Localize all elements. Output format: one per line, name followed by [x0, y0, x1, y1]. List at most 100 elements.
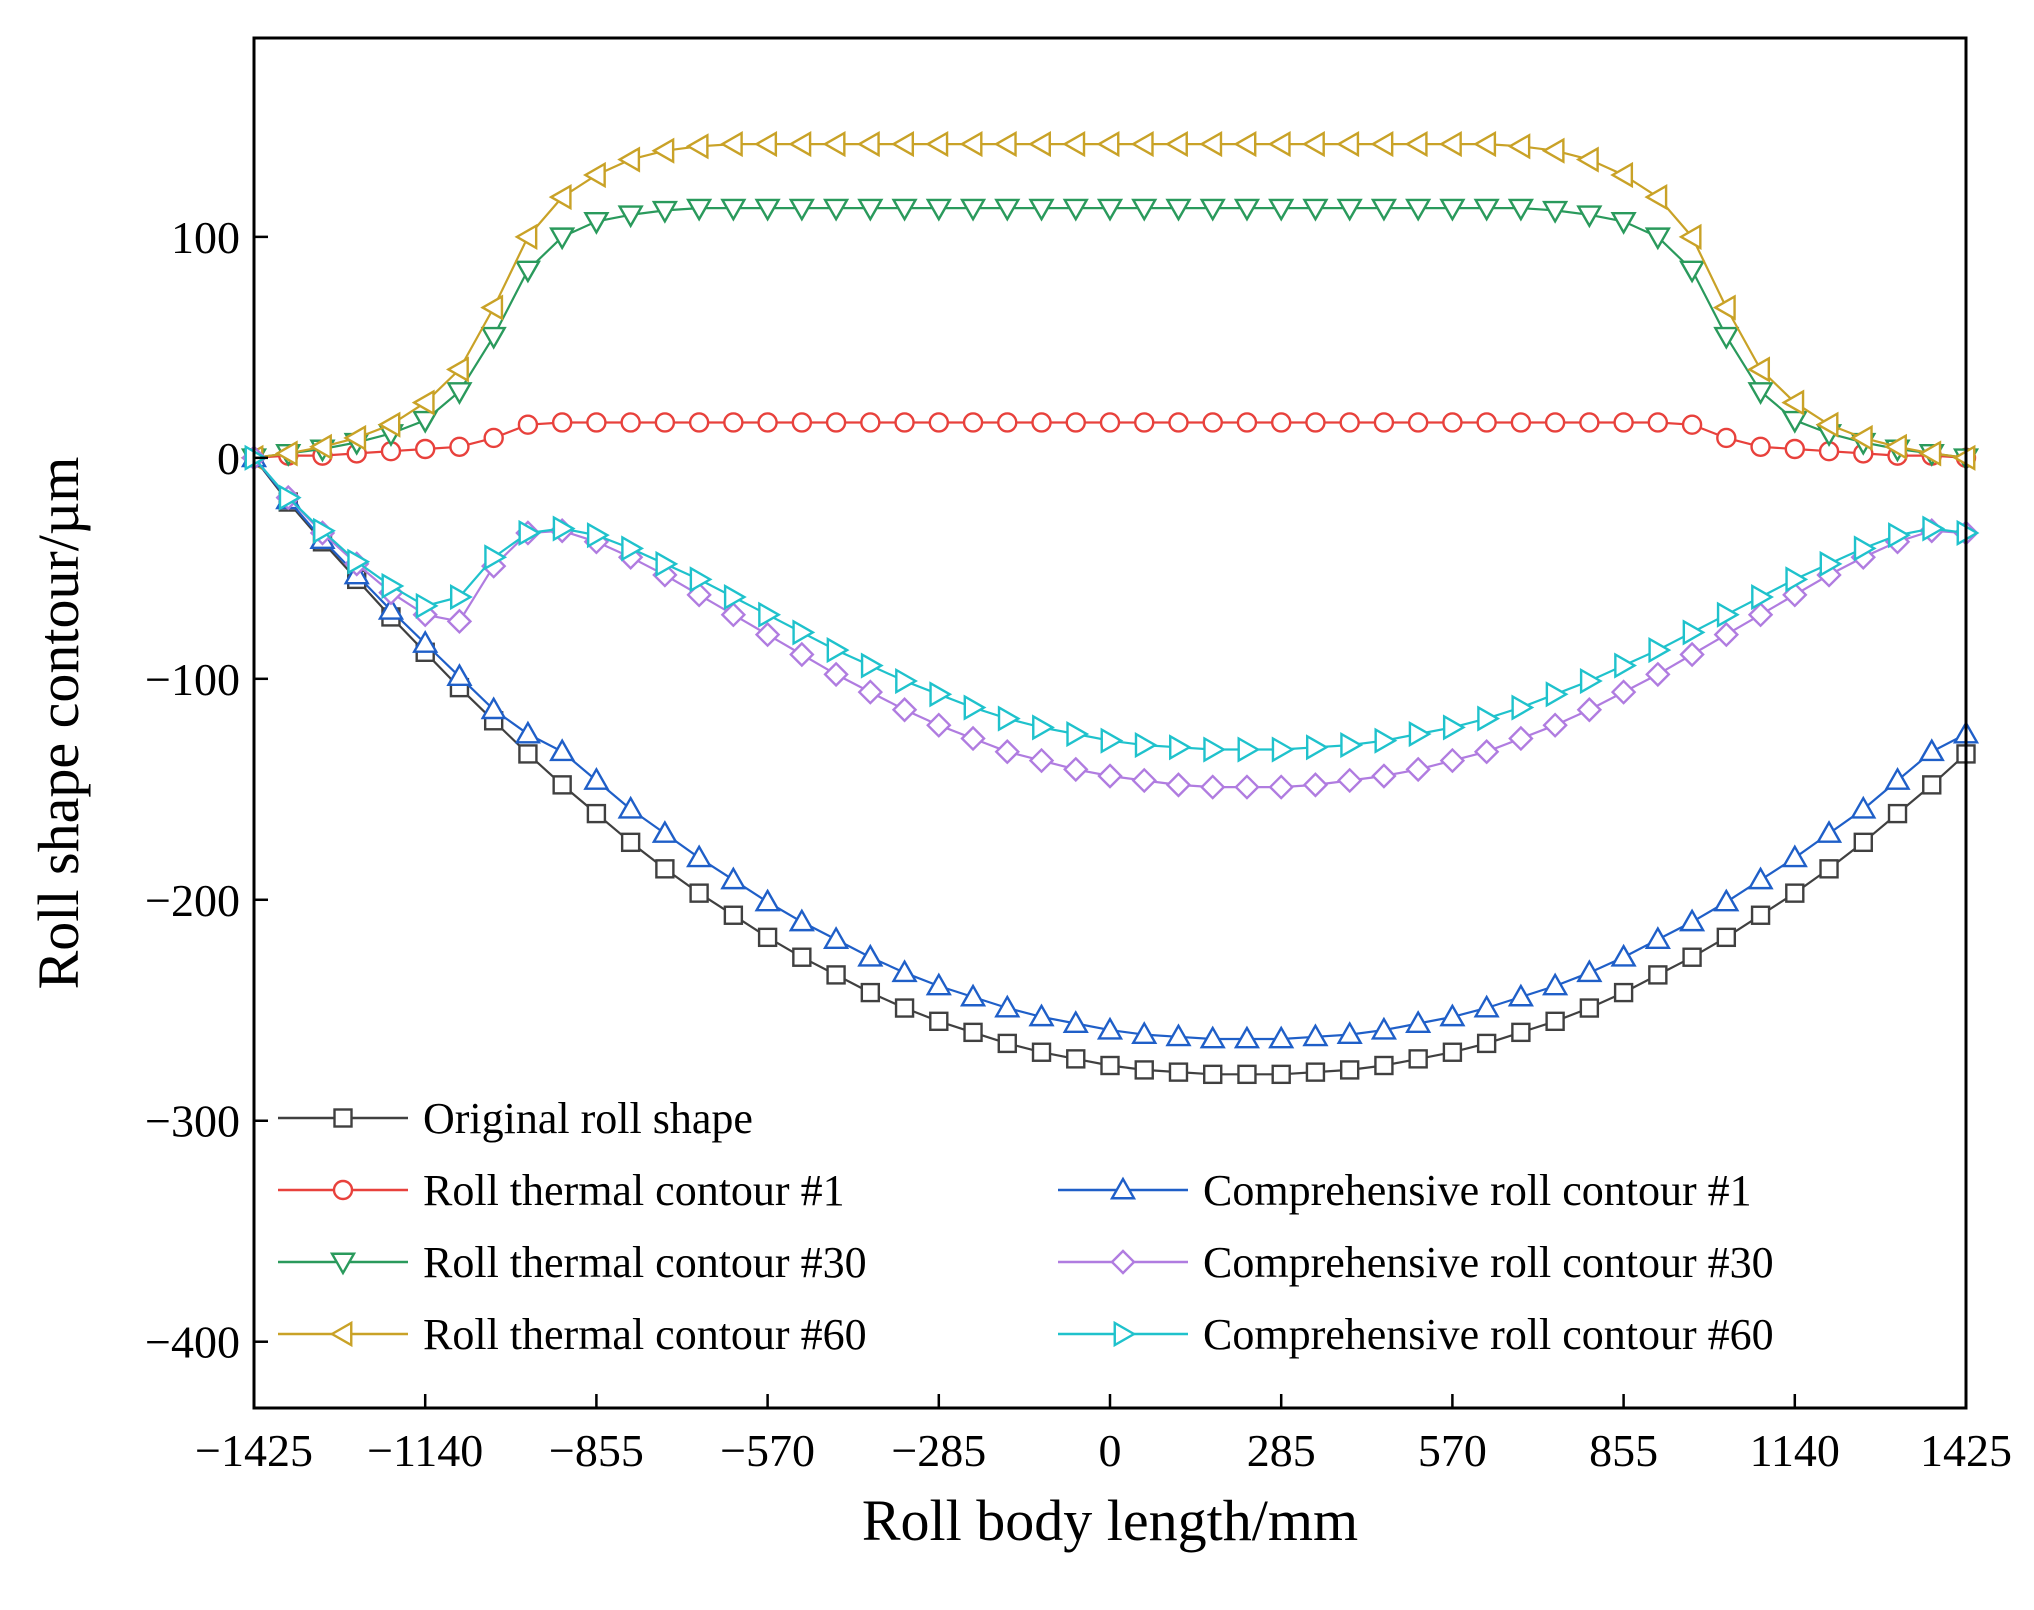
data-point — [1100, 1055, 1120, 1076]
series-6 — [244, 444, 1980, 763]
data-point — [1647, 412, 1669, 433]
data-point — [860, 412, 881, 433]
data-point — [1202, 412, 1223, 433]
data-point — [480, 294, 504, 321]
data-point — [1542, 972, 1569, 996]
data-point — [1544, 412, 1566, 433]
data-point — [514, 720, 541, 744]
data-point — [1336, 1021, 1363, 1045]
legend-marker — [332, 1179, 354, 1201]
data-point — [1062, 198, 1089, 222]
data-point — [620, 832, 641, 853]
data-point — [1439, 747, 1466, 774]
data-point — [1781, 410, 1808, 434]
data-point — [823, 198, 850, 222]
data-point — [1305, 1062, 1326, 1082]
x-tick-label: 1425 — [1920, 1425, 2012, 1476]
data-point — [1815, 820, 1843, 843]
data-point — [1032, 714, 1055, 741]
data-point — [925, 130, 949, 158]
data-point — [960, 725, 986, 752]
data-point — [1681, 414, 1703, 435]
data-point — [894, 412, 915, 433]
data-point — [1134, 1060, 1154, 1080]
x-tick-label: −570 — [720, 1425, 815, 1476]
data-point — [1613, 982, 1634, 1003]
data-point — [1781, 844, 1808, 868]
data-point — [1200, 774, 1226, 800]
data-point — [1268, 198, 1295, 222]
data-point — [1370, 130, 1394, 158]
data-point — [792, 947, 812, 967]
legend-label: Original roll shape — [423, 1094, 753, 1143]
data-point — [1576, 959, 1603, 983]
data-point — [959, 130, 983, 158]
data-point — [1408, 1049, 1428, 1069]
data-point — [754, 621, 781, 648]
data-point — [582, 161, 606, 189]
data-point — [1750, 905, 1771, 925]
data-point — [1510, 412, 1532, 433]
data-point — [1747, 866, 1774, 890]
data-point — [343, 424, 367, 452]
data-point — [1097, 763, 1123, 789]
data-point — [586, 412, 607, 433]
data-point — [857, 943, 884, 967]
data-point — [1408, 720, 1432, 748]
data-point — [993, 130, 1017, 158]
data-point — [449, 436, 470, 457]
data-point — [552, 515, 576, 542]
data-point — [1610, 161, 1634, 189]
data-point — [1439, 1003, 1466, 1027]
data-point — [1165, 130, 1188, 158]
data-point — [1644, 227, 1671, 251]
data-point — [1884, 433, 1907, 460]
data-point — [823, 926, 850, 949]
data-point — [1233, 130, 1257, 158]
data-point — [723, 905, 744, 925]
data-point — [963, 1022, 983, 1043]
data-point — [723, 583, 747, 611]
data-point — [1438, 130, 1462, 158]
data-point — [412, 410, 439, 434]
data-point — [1096, 198, 1124, 222]
data-point — [1579, 412, 1600, 433]
data-point — [1713, 621, 1740, 648]
data-point — [449, 583, 473, 611]
data-point — [926, 712, 952, 738]
data-point — [789, 641, 815, 668]
data-point — [1542, 712, 1568, 738]
data-point — [1234, 774, 1260, 800]
data-point — [1610, 943, 1637, 967]
data-point — [997, 1033, 1017, 1054]
data-point — [1888, 522, 1911, 549]
data-point — [514, 223, 538, 250]
data-point — [757, 927, 778, 948]
data-point — [1374, 1055, 1394, 1076]
legend-marker — [329, 1320, 353, 1348]
data-point — [1339, 1060, 1360, 1080]
legend-entry: Roll thermal contour #30 — [278, 1238, 867, 1287]
data-point — [723, 412, 744, 433]
y-axis-title: Roll shape contour/µm — [26, 457, 91, 990]
data-point — [994, 739, 1020, 765]
data-point — [1678, 223, 1702, 250]
data-point — [754, 198, 781, 222]
data-point — [1785, 566, 1809, 593]
data-point — [823, 661, 849, 688]
data-point — [655, 859, 675, 879]
data-point — [825, 412, 847, 433]
data-point — [895, 667, 918, 695]
data-point — [822, 130, 846, 158]
data-point — [788, 198, 815, 222]
data-point — [688, 412, 710, 433]
data-point — [583, 767, 610, 790]
legend-label: Comprehensive roll contour #30 — [1203, 1238, 1774, 1287]
data-point — [1679, 908, 1706, 932]
legend-label: Roll thermal contour #60 — [423, 1310, 867, 1359]
data-point — [1336, 130, 1360, 158]
data-point — [1716, 927, 1737, 948]
data-point — [1169, 734, 1192, 761]
legend-label: Comprehensive roll contour #60 — [1203, 1310, 1774, 1359]
data-point — [1236, 412, 1258, 433]
